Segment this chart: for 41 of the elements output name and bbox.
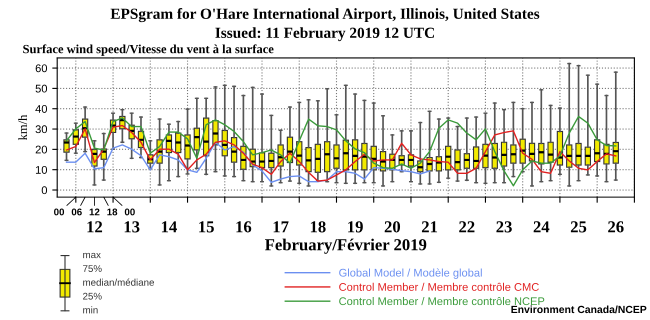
text: Surface wind speed/Vitesse du vent à la surface [23, 44, 274, 56]
y-tick-label: 20 [36, 146, 48, 154]
text: max [83, 252, 101, 258]
text: 00 [124, 208, 135, 216]
x-tick-label: 21 [422, 221, 438, 232]
text: median/médiane [83, 278, 154, 286]
x-tick-label: 23 [496, 221, 512, 232]
x-tick-label: 13 [124, 221, 140, 232]
y-tick-label: 50 [36, 84, 48, 93]
text: 00 [54, 208, 64, 216]
legend-label: Control Member / Membre contrôle NCEP [339, 296, 544, 306]
x-axis-title: February/Février 2019 [265, 238, 426, 254]
legend-label: Control Member / Membre contrôle CMC [339, 282, 539, 291]
chart-subtitle: Issued: 11 February 2019 12 UTC [215, 27, 434, 42]
y-tick-label: 40 [35, 104, 48, 113]
text: 25% [83, 292, 102, 300]
x-tick-label: 15 [199, 221, 214, 232]
x-tick-label: 16 [236, 221, 252, 232]
x-tick-label: 25 [570, 221, 586, 232]
y-axis-title: km/h [18, 114, 28, 140]
chart-title: EPSgram for O'Hare International Airport, Illinois, United States [110, 8, 540, 22]
y-tick-label: 60 [36, 64, 48, 72]
x-tick-label: 24 [534, 221, 550, 232]
text: 18 [107, 208, 118, 216]
text: 06 [72, 208, 82, 216]
text: 12 [90, 208, 100, 216]
x-tick-label: 20 [384, 221, 400, 232]
x-tick-label: 19 [348, 221, 363, 232]
text: Environment Canada/NCEP [511, 305, 646, 314]
x-tick-label: 26 [608, 221, 624, 232]
y-tick-label: 10 [36, 166, 48, 174]
x-tick-label: 17 [274, 221, 289, 232]
x-tick-label: 14 [162, 221, 177, 232]
x-tick-label: 12 [87, 221, 102, 232]
x-tick-label: 18 [310, 221, 326, 232]
y-tick-label: 30 [36, 125, 48, 134]
text: 75% [83, 265, 102, 272]
text: min [83, 306, 98, 314]
x-tick-label: 22 [459, 221, 474, 232]
legend-label: Global Model / Modèle global [339, 268, 482, 279]
y-tick-label: 0 [42, 186, 48, 194]
